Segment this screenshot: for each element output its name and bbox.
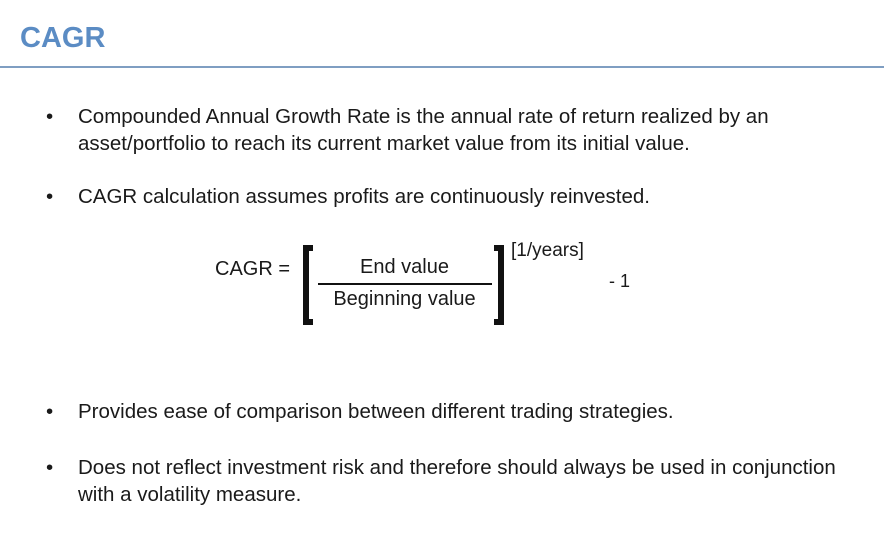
bullet-text: CAGR calculation assumes profits are con… xyxy=(78,185,650,208)
bullet-text: Does not reflect investment risk and the… xyxy=(78,456,836,506)
formula-minus-one: - 1 xyxy=(609,271,631,291)
left-bracket xyxy=(303,245,313,325)
fraction-bar xyxy=(318,283,492,285)
formula-exponent: [1/years] xyxy=(511,240,584,261)
slide-title: CAGR xyxy=(20,22,106,54)
bullet-dot-icon: • xyxy=(46,185,54,208)
cagr-formula: CAGR = End value Beginning value [1/year… xyxy=(0,230,884,340)
formula-denominator: Beginning value xyxy=(333,288,476,310)
bullet-text: Compounded Annual Growth Rate is the ann… xyxy=(78,105,769,155)
bullet-dot-icon: • xyxy=(46,456,54,479)
bullet-dot-icon: • xyxy=(46,400,54,423)
formula-numerator: End value xyxy=(360,256,449,278)
right-bracket xyxy=(494,245,504,325)
title-divider xyxy=(0,66,884,68)
bullet-text: Provides ease of comparison between diff… xyxy=(78,400,674,423)
bullet-dot-icon: • xyxy=(46,105,54,128)
formula-lhs: CAGR = xyxy=(215,258,291,280)
